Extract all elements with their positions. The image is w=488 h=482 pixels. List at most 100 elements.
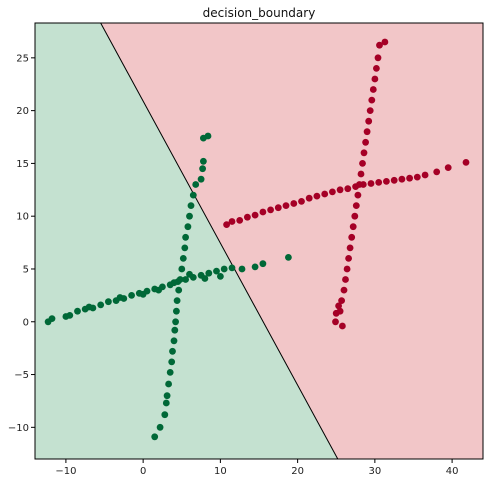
data-point — [463, 159, 470, 166]
data-point — [351, 213, 358, 220]
y-tick-label: 15 — [16, 159, 29, 170]
y-tick-label: 0 — [23, 317, 29, 328]
data-point — [368, 97, 375, 104]
data-point — [342, 276, 349, 283]
data-point — [433, 169, 440, 176]
y-tick-label: 10 — [16, 212, 29, 223]
data-point — [161, 411, 168, 418]
data-point — [344, 266, 351, 273]
data-point — [290, 200, 297, 207]
data-point — [333, 310, 340, 317]
plot-area — [35, 23, 483, 459]
data-point — [180, 255, 187, 262]
data-point — [168, 359, 175, 366]
data-point — [155, 287, 162, 294]
data-point — [163, 400, 170, 407]
data-point — [198, 176, 205, 183]
data-point — [361, 149, 368, 156]
data-point — [364, 128, 371, 135]
data-point — [151, 433, 158, 440]
data-point — [406, 175, 413, 182]
data-point — [140, 291, 147, 298]
x-tick-label: 40 — [446, 466, 459, 477]
data-point — [252, 212, 259, 219]
data-point — [422, 172, 429, 179]
data-point — [117, 294, 124, 301]
x-tick-label: 0 — [140, 466, 146, 477]
data-point — [414, 174, 421, 181]
data-point — [283, 202, 290, 209]
data-point — [172, 318, 179, 325]
data-point — [181, 245, 188, 252]
data-point — [177, 276, 184, 283]
data-point — [267, 207, 274, 214]
data-point — [186, 213, 193, 220]
data-point — [373, 65, 380, 72]
y-tick-label: 5 — [23, 264, 29, 275]
data-point — [350, 223, 357, 230]
data-point — [314, 193, 321, 200]
data-point — [169, 348, 176, 355]
data-point — [348, 234, 355, 241]
data-point — [202, 275, 209, 282]
data-point — [171, 327, 178, 334]
data-point — [185, 223, 192, 230]
data-point — [375, 54, 382, 61]
data-point — [347, 245, 354, 252]
data-point — [370, 86, 377, 93]
data-point — [188, 202, 195, 209]
data-point — [186, 271, 193, 278]
data-point — [97, 302, 104, 309]
data-point — [221, 266, 228, 273]
x-tick-label: 20 — [291, 466, 304, 477]
data-point — [164, 392, 171, 399]
data-point — [199, 165, 206, 172]
data-point — [174, 297, 181, 304]
chart-title: decision_boundary — [203, 6, 316, 20]
data-point — [339, 323, 346, 330]
data-point — [298, 198, 305, 205]
data-point — [171, 279, 178, 286]
data-point — [358, 171, 365, 178]
data-point — [306, 195, 313, 202]
data-point — [192, 181, 199, 188]
data-point — [341, 287, 348, 294]
data-point — [74, 308, 81, 315]
data-point — [244, 214, 251, 221]
data-point — [285, 254, 292, 261]
data-point — [229, 265, 236, 272]
data-point — [200, 158, 207, 165]
data-point — [321, 191, 328, 198]
data-point — [399, 176, 406, 183]
data-point — [171, 337, 178, 344]
data-point — [332, 318, 339, 325]
data-point — [356, 181, 363, 188]
data-point — [391, 177, 398, 184]
y-tick-label: 25 — [16, 53, 29, 64]
data-point — [368, 180, 375, 187]
data-point — [167, 369, 174, 376]
data-point — [335, 303, 342, 310]
data-point — [239, 266, 246, 273]
data-point — [260, 209, 267, 216]
x-tick-label: 30 — [368, 466, 381, 477]
data-point — [205, 133, 212, 140]
data-point — [383, 178, 390, 185]
data-point — [229, 218, 236, 225]
data-point — [236, 217, 243, 224]
data-point — [260, 260, 267, 267]
y-tick-label: −5 — [14, 370, 29, 381]
data-point — [365, 118, 372, 125]
y-tick-label: −10 — [8, 423, 29, 434]
data-point — [337, 186, 344, 193]
data-point — [329, 189, 336, 196]
data-point — [157, 424, 164, 431]
data-point — [445, 164, 452, 171]
data-point — [367, 107, 374, 114]
data-point — [344, 185, 351, 192]
data-point — [353, 202, 360, 209]
data-point — [382, 39, 389, 46]
x-tick-label: −10 — [55, 466, 76, 477]
data-point — [359, 160, 366, 167]
